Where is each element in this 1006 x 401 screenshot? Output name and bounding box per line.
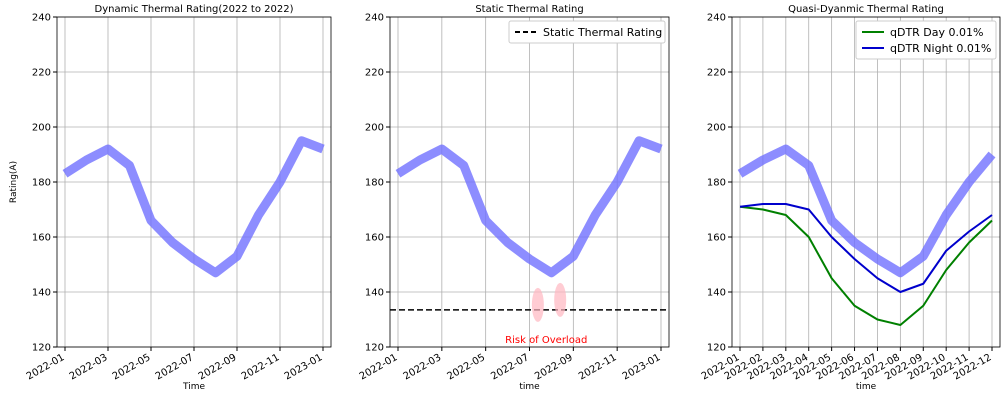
x-tick-label: 2022-11 <box>577 352 619 382</box>
y-tick-label: 180 <box>365 178 384 189</box>
y-tick-label: 120 <box>32 343 51 354</box>
y-tick-label: 140 <box>365 288 384 299</box>
chart-title: Dynamic Thermal Rating(2022 to 2022) <box>95 4 294 15</box>
y-tick-label: 240 <box>32 13 51 24</box>
x-axis-label: time <box>856 382 877 392</box>
y-tick-label: 220 <box>707 68 726 79</box>
y-tick-label: 160 <box>707 233 726 244</box>
x-tick-label: 2022-01 <box>358 352 400 382</box>
y-tick-label: 200 <box>32 123 51 134</box>
y-tick-label: 140 <box>707 288 726 299</box>
y-tick-label: 160 <box>32 233 51 244</box>
x-tick-label: 2022-05 <box>111 352 153 382</box>
y-axis-label: Rating(A) <box>9 161 19 203</box>
x-tick-label: 2022-09 <box>197 352 239 382</box>
y-tick-label: 180 <box>32 178 51 189</box>
x-tick-label: 2022-05 <box>445 352 487 382</box>
legend-box <box>508 20 666 44</box>
y-tick-label: 160 <box>365 233 384 244</box>
legend-label: qDTR Day 0.01% <box>890 26 983 39</box>
y-tick-label: 200 <box>365 123 384 134</box>
y-tick-label: 140 <box>32 288 51 299</box>
rating-band <box>62 136 325 278</box>
legend-box <box>855 20 997 60</box>
rating-band <box>395 136 663 278</box>
x-tick-label: 2022-07 <box>489 352 531 382</box>
rating-band <box>737 144 996 278</box>
y-tick-label: 240 <box>365 13 384 24</box>
y-tick-label: 180 <box>707 178 726 189</box>
x-axis-label: time <box>519 382 540 392</box>
overload-highlight <box>531 287 544 322</box>
y-tick-label: 200 <box>707 123 726 134</box>
x-tick-label: 2022-11 <box>240 352 282 382</box>
plot-frame <box>731 16 1001 348</box>
x-tick-label: 2022-03 <box>402 352 444 382</box>
x-tick-label: 2023-01 <box>283 352 325 382</box>
plot-frame <box>389 16 670 348</box>
y-tick-label: 120 <box>707 343 726 354</box>
annotation: Risk of Overload <box>505 335 587 346</box>
plot-frame <box>56 16 332 348</box>
y-tick-label: 220 <box>365 68 384 79</box>
y-tick-label: 120 <box>365 343 384 354</box>
legend-label: qDTR Night 0.01% <box>890 42 991 55</box>
y-tick-label: 220 <box>32 68 51 79</box>
y-tick-label: 240 <box>707 13 726 24</box>
x-tick-label: 2022-03 <box>68 352 110 382</box>
legend-label: Static Thermal Rating <box>543 26 662 39</box>
x-tick-label: 2022-09 <box>533 352 575 382</box>
chart-title: Quasi-Dyanmic Thermal Rating <box>788 4 944 15</box>
series-line <box>739 205 993 326</box>
x-tick-label: 2022-07 <box>154 352 196 382</box>
series-line <box>739 203 993 293</box>
overload-highlight <box>554 282 567 317</box>
x-tick-label: 2023-01 <box>621 352 663 382</box>
chart-title: Static Thermal Rating <box>475 4 583 15</box>
x-axis-label: Time <box>182 382 205 392</box>
x-tick-label: 2022-01 <box>25 352 67 382</box>
